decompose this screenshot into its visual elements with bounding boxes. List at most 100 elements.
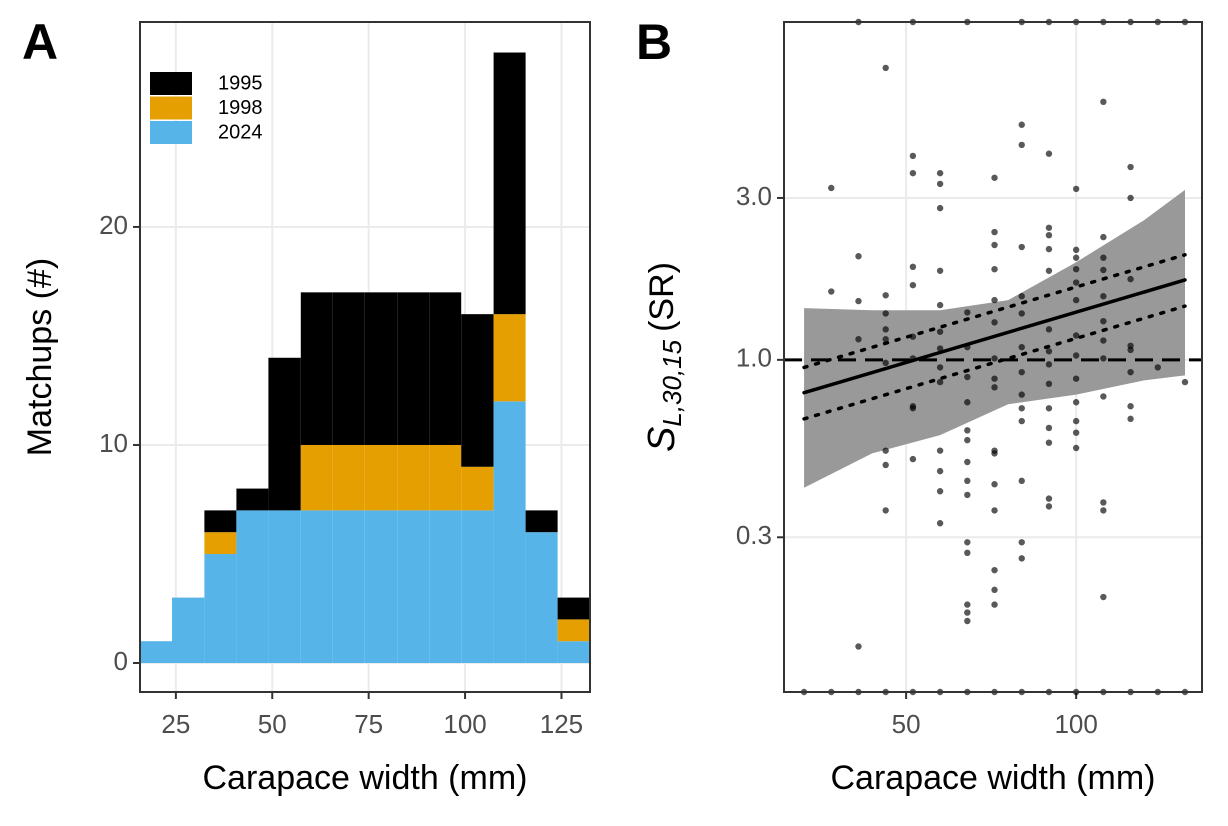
- bar-segment: [493, 401, 526, 664]
- data-point: [882, 447, 889, 454]
- data-point: [1127, 403, 1134, 410]
- x-tick-label: 50: [892, 709, 921, 739]
- data-point: [964, 491, 971, 499]
- bar-segment: [204, 553, 237, 664]
- fit-line: [802, 278, 1187, 395]
- plot-border: [139, 21, 591, 693]
- data-point: [936, 364, 944, 371]
- x-axis-title: Carapace width (mm): [203, 759, 528, 797]
- data-point: [1072, 265, 1080, 273]
- bar-segment: [429, 292, 462, 445]
- data-point: [1072, 332, 1080, 339]
- data-point: [1100, 98, 1107, 106]
- data-point: [909, 281, 917, 289]
- data-point: [964, 549, 971, 557]
- bar-segment: [364, 510, 398, 664]
- data-point: [1100, 293, 1107, 300]
- data-point: [936, 520, 944, 527]
- data-point: [991, 296, 998, 304]
- bar-segment: [557, 619, 590, 642]
- x-tick-label: 100: [1054, 709, 1097, 739]
- data-point: [1100, 355, 1107, 362]
- data-point: [855, 253, 862, 260]
- x-tick-label: 25: [161, 709, 190, 739]
- data-point: [936, 169, 944, 177]
- data-point: [1045, 439, 1053, 446]
- data-point: [964, 477, 971, 485]
- data-point: [1072, 185, 1080, 193]
- data-point: [964, 609, 971, 616]
- data-point: [882, 336, 889, 343]
- bar-segment: [140, 641, 173, 664]
- plot-border: [783, 21, 1203, 693]
- x-tick-label: 75: [354, 709, 383, 739]
- data-point: [1045, 424, 1053, 432]
- y-tick-label: 10: [99, 428, 128, 458]
- data-point: [1045, 224, 1053, 231]
- data-point: [1018, 555, 1025, 562]
- data-point: [1045, 503, 1053, 510]
- bar-segment: [397, 510, 430, 664]
- data-point: [964, 399, 971, 406]
- data-point: [1072, 296, 1080, 304]
- y-title-suffix: (SR): [643, 262, 681, 332]
- data-point: [1045, 495, 1053, 502]
- bar-segment: [397, 444, 430, 511]
- data-point: [1100, 393, 1107, 400]
- data-point: [1018, 539, 1025, 546]
- bar-segment: [332, 510, 365, 664]
- data-point: [1181, 378, 1189, 386]
- data-point: [1045, 326, 1053, 333]
- data-point: [1018, 141, 1025, 149]
- data-point: [1100, 233, 1107, 241]
- x-axis-title: Carapace width (mm): [831, 759, 1156, 797]
- data-point: [991, 241, 998, 249]
- y-axis-title: Matchups (#): [21, 258, 59, 456]
- data-point: [828, 184, 835, 192]
- data-point: [1018, 310, 1025, 317]
- data-point: [1127, 415, 1134, 423]
- data-point: [1072, 279, 1080, 286]
- y-tick-label: 20: [99, 210, 128, 240]
- data-point: [828, 288, 835, 295]
- legend-swatch: [150, 121, 192, 144]
- data-point: [936, 301, 944, 309]
- data-point: [1018, 417, 1025, 425]
- bar-segment: [557, 597, 590, 620]
- y-title-subscript: L,30,15: [657, 339, 687, 426]
- data-point: [964, 373, 971, 381]
- data-point: [936, 328, 944, 335]
- data-point: [1072, 444, 1080, 452]
- bar-segment: [204, 510, 237, 533]
- y-title-main: S: [641, 427, 683, 452]
- data-point: [1127, 346, 1134, 354]
- data-point: [1072, 399, 1080, 406]
- data-point: [936, 267, 944, 274]
- data-point: [936, 180, 944, 188]
- x-tick-label: 125: [540, 709, 583, 739]
- data-point: [1018, 121, 1025, 128]
- data-point: [1100, 317, 1107, 325]
- data-point: [991, 384, 998, 391]
- data-point: [1072, 254, 1080, 261]
- data-point: [1045, 405, 1053, 412]
- bar-segment: [332, 444, 365, 511]
- x-tick-label: 50: [258, 709, 287, 739]
- data-point: [1018, 293, 1025, 300]
- data-point: [991, 481, 998, 488]
- data-point: [936, 467, 944, 475]
- confidence-band: [804, 189, 1185, 488]
- data-point: [964, 436, 971, 444]
- bar-segment: [300, 510, 333, 664]
- legend-swatch: [150, 96, 192, 120]
- bar-segment: [429, 444, 462, 511]
- data-point: [1127, 163, 1134, 171]
- bar-segment: [236, 488, 269, 511]
- data-point: [909, 455, 917, 463]
- panel-label: B: [636, 14, 672, 70]
- data-point: [909, 169, 917, 177]
- data-point: [1045, 361, 1053, 368]
- data-point: [1100, 507, 1107, 514]
- data-point: [1018, 343, 1025, 351]
- data-point: [882, 64, 889, 72]
